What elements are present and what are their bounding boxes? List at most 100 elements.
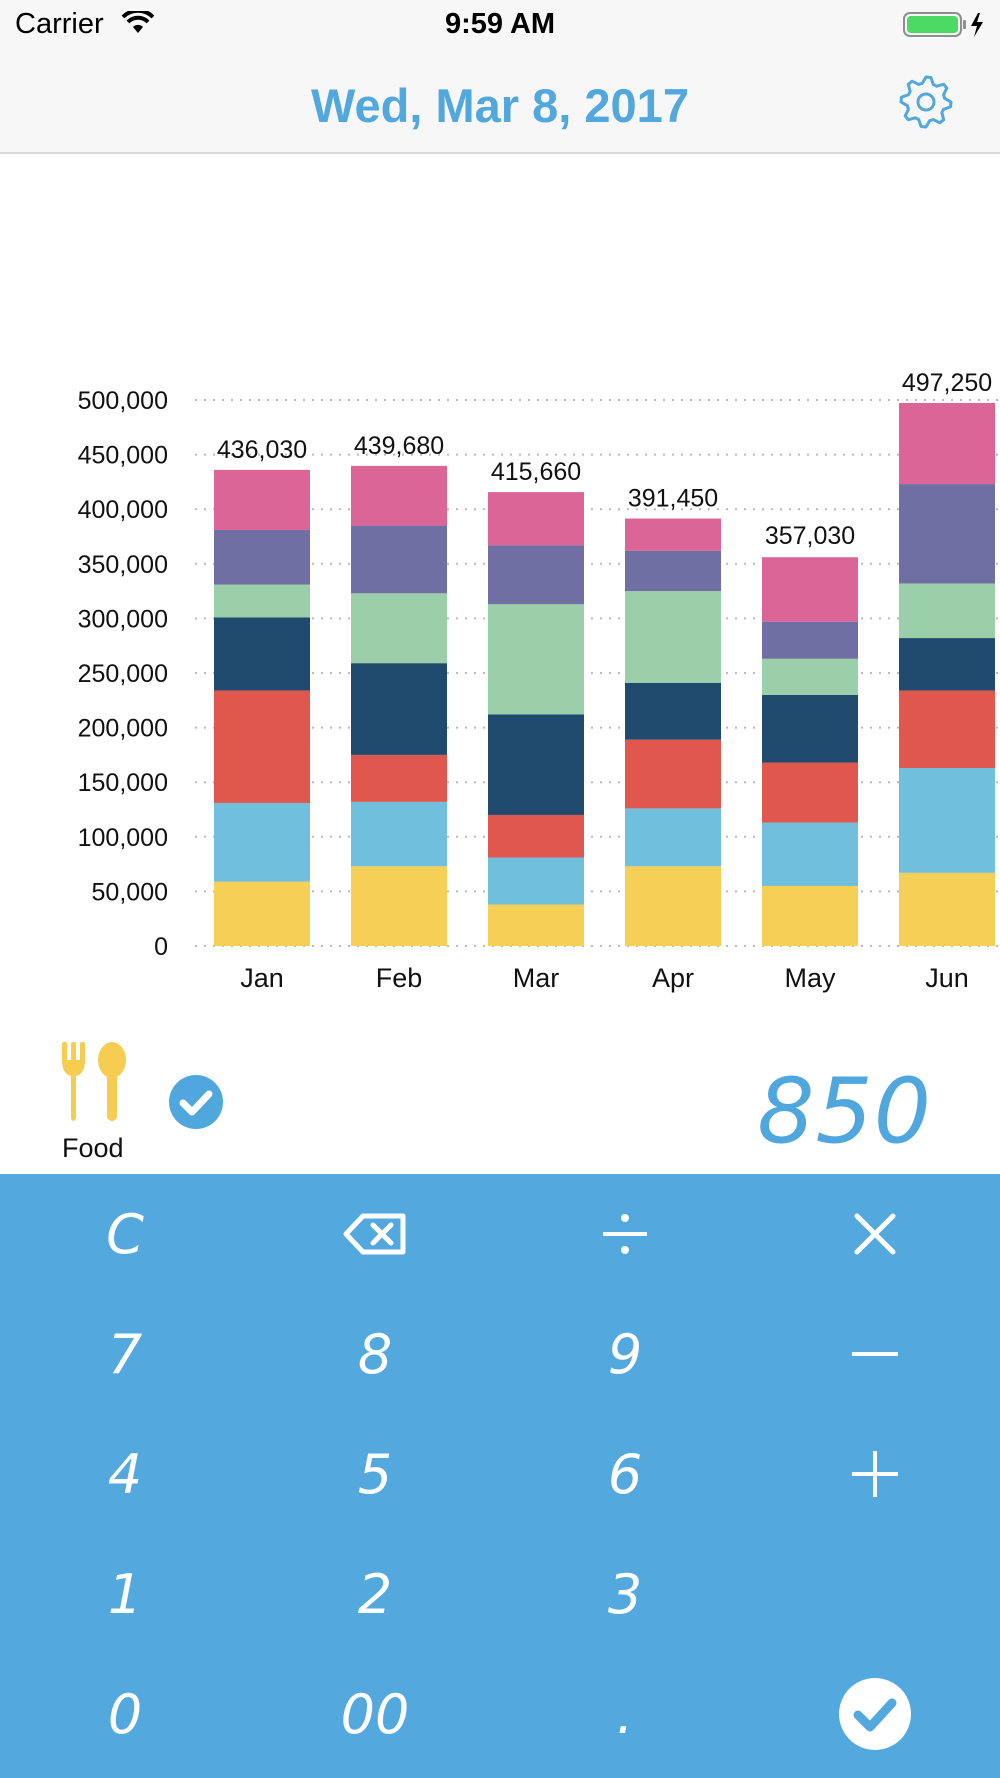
bar-segment: [899, 638, 995, 691]
checkmark-circle-icon: [839, 1678, 911, 1750]
bar-segment: [488, 857, 584, 905]
x-tick-label: Apr: [652, 963, 694, 993]
bar-total-label: 415,660: [491, 458, 581, 486]
monthly-spending-chart: 0 50,000 100,000 150,000 200,000 250,000 300,0…: [78, 369, 1000, 993]
bar-may[interactable]: [762, 557, 858, 946]
clear-key[interactable]: C: [106, 1202, 144, 1266]
bar-segment: [625, 808, 721, 867]
x-tick-label: Jun: [925, 963, 969, 993]
plus-icon: [852, 1451, 898, 1497]
bar-segment: [899, 484, 995, 584]
bar-segment: [351, 663, 447, 755]
y-tick-label: 50,000: [92, 878, 168, 906]
divide-icon: [603, 1214, 647, 1254]
bar-segment: [214, 584, 310, 618]
y-tick-label: 300,000: [78, 605, 168, 633]
date-title[interactable]: Wed, Mar 8, 2017: [311, 79, 689, 132]
x-tick-label: Feb: [376, 963, 423, 993]
digit-2-key[interactable]: 2: [357, 1562, 393, 1626]
bar-segment: [351, 525, 447, 594]
bar-total-label: 497,250: [902, 369, 992, 397]
bar-segment: [762, 658, 858, 695]
digit-8-key[interactable]: 8: [357, 1322, 393, 1386]
y-tick-label: 250,000: [78, 660, 168, 688]
bar-segment: [488, 714, 584, 815]
bar-jan[interactable]: [214, 469, 310, 946]
digit-0-key[interactable]: 0: [107, 1682, 143, 1746]
bar-segment: [899, 872, 995, 946]
bar-segment: [899, 768, 995, 873]
bar-jun[interactable]: [899, 403, 995, 946]
digit-7-key[interactable]: 7: [107, 1322, 143, 1386]
bar-total-label: 357,030: [765, 522, 855, 550]
wifi-icon: [121, 11, 155, 33]
bar-segment: [625, 550, 721, 592]
y-tick-label: 350,000: [78, 551, 168, 579]
bar-segment: [351, 754, 447, 802]
bar-segment: [762, 762, 858, 823]
bar-segment: [899, 583, 995, 639]
confirm-button[interactable]: [750, 1654, 1000, 1774]
bar-segment: [762, 557, 858, 622]
fork-spoon-icon[interactable]: [60, 1042, 132, 1124]
x-tick-label: Jan: [240, 963, 284, 993]
digit-1-key[interactable]: 1: [107, 1562, 143, 1626]
multiply-icon: [854, 1213, 896, 1255]
bar-segment: [214, 690, 310, 803]
bar-segment: [488, 814, 584, 858]
x-tick-label: Mar: [513, 963, 560, 993]
bar-segment: [214, 469, 310, 530]
plus-key[interactable]: [750, 1414, 1000, 1534]
calculator-keypad: C 7 8 9 4 5 6 1 2 3 0 00 .: [0, 1174, 1000, 1778]
digit-5-key[interactable]: 5: [357, 1442, 393, 1506]
check-circle-icon[interactable]: [168, 1074, 224, 1130]
status-bar: Carrier 9:59 AM: [0, 0, 1000, 50]
y-tick-label: 450,000: [78, 442, 168, 470]
gear-icon[interactable]: [898, 74, 954, 130]
bar-total-label: 436,030: [217, 436, 307, 464]
y-tick-label: 200,000: [78, 715, 168, 743]
bar-segment: [488, 904, 584, 946]
navigation-bar: Wed, Mar 8, 2017: [0, 50, 1000, 154]
backspace-icon: [343, 1213, 406, 1255]
bar-segment: [214, 529, 310, 585]
bar-apr[interactable]: [625, 518, 721, 946]
minus-key[interactable]: [750, 1294, 1000, 1414]
bar-segment: [899, 403, 995, 485]
bar-segment: [762, 822, 858, 886]
bar-segment: [488, 492, 584, 546]
bar-segment: [625, 866, 721, 946]
multiply-key[interactable]: [750, 1174, 1000, 1294]
bar-segment: [625, 518, 721, 551]
decimal-key[interactable]: .: [616, 1682, 634, 1746]
bar-segment: [762, 621, 858, 659]
status-time: 9:59 AM: [444, 8, 556, 40]
bar-segment: [214, 881, 310, 946]
y-tick-label: 150,000: [78, 769, 168, 797]
y-tick-label: 500,000: [78, 387, 168, 415]
digit-4-key[interactable]: 4: [107, 1442, 143, 1506]
divide-key[interactable]: [500, 1174, 750, 1294]
bar-feb[interactable]: [351, 465, 447, 946]
bar-segment: [899, 690, 995, 769]
bar-total-label: 439,680: [354, 432, 444, 460]
carrier-label: Carrier: [15, 8, 104, 40]
bar-segment: [351, 593, 447, 664]
minus-icon: [852, 1352, 898, 1356]
category-label: Food: [62, 1133, 124, 1163]
digit-6-key[interactable]: 6: [607, 1442, 643, 1506]
backspace-key[interactable]: [250, 1174, 500, 1294]
bar-segment: [351, 866, 447, 946]
bar-segment: [488, 545, 584, 605]
digit-3-key[interactable]: 3: [607, 1562, 643, 1626]
bar-mar[interactable]: [488, 492, 584, 946]
double-zero-key[interactable]: 00: [340, 1682, 410, 1746]
bar-segment: [762, 885, 858, 946]
battery-icon: [903, 12, 983, 37]
bar-segment: [488, 604, 584, 715]
bar-segment: [214, 617, 310, 691]
y-tick-label: 400,000: [78, 496, 168, 524]
x-tick-label: May: [784, 963, 836, 993]
digit-9-key[interactable]: 9: [607, 1322, 643, 1386]
amount-display: 850: [757, 1059, 932, 1164]
